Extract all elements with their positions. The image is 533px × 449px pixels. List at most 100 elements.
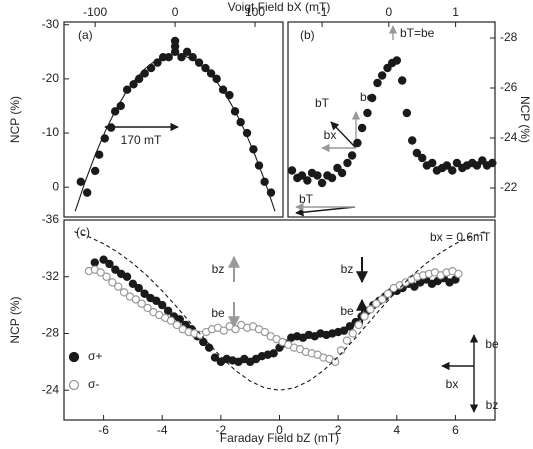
y-tick-label: -30	[42, 17, 60, 31]
data-point	[372, 299, 381, 308]
x-tick-label: -4	[157, 423, 168, 437]
x-axis-label: Faraday Field bZ (mT)	[220, 431, 339, 445]
x-tick-label: -2	[216, 423, 227, 437]
annotation: bz	[486, 398, 499, 412]
data-point	[488, 158, 497, 168]
x-tick-label: 6	[452, 423, 459, 437]
data-point	[297, 171, 307, 180]
data-point	[347, 151, 357, 160]
data-point	[303, 176, 312, 185]
data-point	[366, 305, 375, 314]
annotation: be	[340, 304, 354, 318]
data-point	[452, 158, 462, 168]
data-point	[383, 63, 392, 73]
y-axis-label: NCP (%)	[8, 296, 22, 343]
data-point	[317, 178, 327, 188]
data-point	[345, 322, 355, 331]
data-point	[96, 268, 105, 277]
data-point	[397, 76, 407, 85]
data-point	[194, 58, 204, 67]
data-point	[478, 156, 487, 165]
x-tick-label: 0	[276, 423, 283, 437]
annotation: bT	[315, 96, 330, 110]
data-point	[170, 47, 180, 56]
x-tick-label: -100	[83, 5, 107, 19]
x-tick-label: -6	[98, 423, 109, 437]
data-point	[90, 166, 100, 176]
x-tick-label: 4	[393, 423, 400, 437]
panel-label: (a)	[78, 28, 93, 42]
x-tick-label: 0	[172, 5, 179, 19]
data-point	[163, 306, 173, 315]
data-point	[402, 108, 412, 118]
y-axis-label: NCP (%)	[518, 96, 532, 143]
y-tick-label: 0	[52, 179, 59, 193]
y-tick-label: -36	[42, 212, 60, 226]
y-tick-label: -32	[42, 269, 60, 283]
panel-label: (b)	[300, 28, 315, 42]
data-point	[313, 171, 322, 180]
panel: -6 -4 -2 0 2 4 6 -36 -32 -28 -24 (c) bx = 0.6mT bz be b…	[8, 212, 499, 445]
data-point	[122, 272, 132, 281]
annotation: be	[360, 90, 374, 104]
annotation: 170 mT	[121, 133, 162, 147]
annotation: bz	[212, 262, 225, 276]
annotation: bz	[341, 262, 354, 276]
data-point	[442, 161, 452, 170]
data-point	[201, 63, 210, 73]
data-point	[357, 123, 367, 133]
data-point	[354, 320, 363, 330]
data-point	[454, 269, 463, 279]
data-point	[158, 300, 167, 310]
data-point	[377, 71, 387, 80]
vector-sketch	[104, 25, 479, 413]
y-tick-label: -28	[500, 30, 518, 44]
fit-line	[74, 231, 485, 391]
data-point	[140, 289, 149, 298]
y-tick-label: -26	[500, 80, 518, 94]
data-point	[143, 303, 152, 313]
data-point	[99, 255, 108, 264]
data-point	[137, 299, 146, 308]
data-point	[269, 349, 278, 358]
data-point	[111, 265, 120, 274]
data-point	[363, 108, 372, 118]
data-point	[331, 357, 340, 367]
plot-frame	[63, 219, 496, 421]
y-tick-label: -28	[42, 326, 60, 340]
data-point	[152, 296, 161, 306]
data-point	[172, 320, 182, 330]
y-axis-label: NCP (%)	[8, 96, 22, 143]
data-point	[206, 69, 216, 78]
data-point	[343, 158, 352, 168]
data-point	[418, 153, 427, 163]
x-tick-label: 1	[452, 5, 459, 19]
data-point	[428, 158, 437, 168]
data-point	[231, 325, 240, 334]
annotation: bx = 0.6mT	[430, 230, 491, 244]
data-point	[131, 295, 141, 304]
data-point	[210, 353, 220, 362]
legend-marker	[68, 351, 80, 363]
x-tick-label: 100	[245, 5, 265, 19]
data-point	[377, 295, 387, 304]
data-point	[408, 136, 417, 145]
annotation: bT=be	[400, 26, 435, 40]
data-point	[76, 177, 85, 186]
y-tick-label: -22	[500, 180, 518, 194]
data-point	[348, 329, 357, 338]
data-point	[287, 166, 297, 175]
data-point	[337, 168, 347, 178]
y-tick-label: -20	[42, 71, 60, 85]
data-point	[134, 74, 144, 84]
panel-label: (c)	[76, 225, 90, 239]
data-point	[383, 289, 393, 298]
data-point	[333, 163, 342, 173]
data-point	[114, 282, 123, 291]
panel: -1 0 1 -28 -26 -24 -22 (b) bT=be bT be bx bT NCP (%)	[287, 5, 532, 218]
data-point	[166, 316, 176, 325]
data-point	[108, 278, 117, 287]
data-point	[128, 279, 138, 289]
